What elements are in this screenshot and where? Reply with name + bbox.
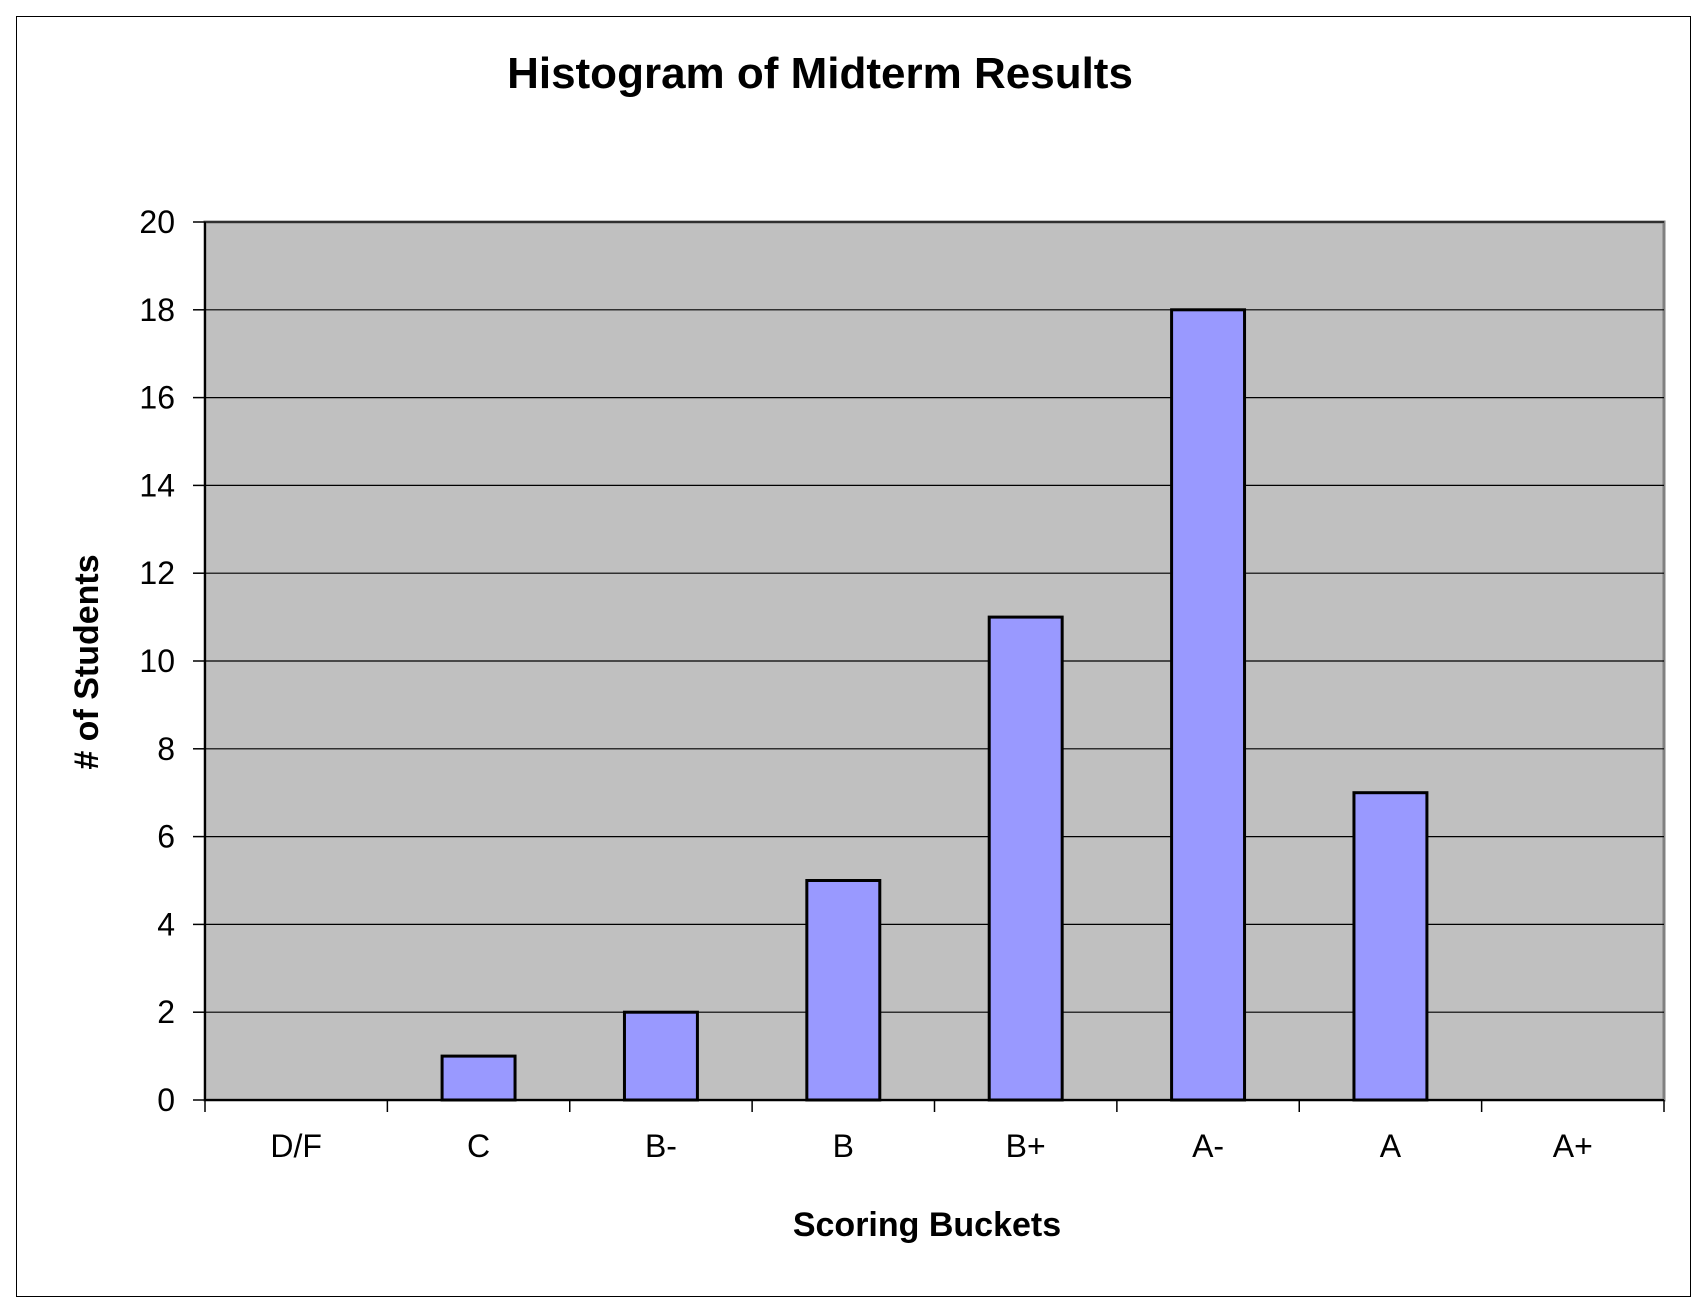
y-tick-label: 12: [139, 555, 175, 591]
bar-A-: [1170, 308, 1247, 1102]
x-tick-labels: D/F C B- B B+ A- A A+: [270, 1128, 1592, 1164]
y-tick-labels: 0 2 4 6 8 10 12 14 16 18 20: [139, 204, 175, 1118]
x-tick-label: B-: [645, 1128, 677, 1164]
y-tick-label: 16: [139, 380, 175, 416]
y-axis-title: # of Students: [68, 554, 106, 769]
bar-C: [440, 1054, 517, 1102]
y-tick-label: 8: [157, 731, 175, 767]
x-tick-label: A-: [1192, 1128, 1224, 1164]
y-tick-label: 20: [139, 204, 175, 240]
x-tick-label: D/F: [270, 1128, 322, 1164]
x-tick-label: A: [1380, 1128, 1402, 1164]
x-tick-label: B+: [1006, 1128, 1046, 1164]
y-tick-label: 2: [157, 994, 175, 1030]
y-tick-label: 14: [139, 467, 175, 503]
bar-B: [805, 879, 882, 1102]
y-tick-label: 0: [157, 1082, 175, 1118]
y-tick-label: 18: [139, 292, 175, 328]
y-tick-label: 10: [139, 643, 175, 679]
x-tick-label: A+: [1553, 1128, 1593, 1164]
y-tick-label: 4: [157, 906, 175, 942]
bar-A: [1352, 791, 1429, 1102]
axes: [193, 221, 1665, 1112]
gridlines: [205, 221, 1664, 1013]
x-tick-label: B: [833, 1128, 854, 1164]
x-tick-label: C: [467, 1128, 490, 1164]
chart-title: Histogram of Midterm Results: [507, 49, 1133, 98]
bar-B+: [987, 615, 1064, 1102]
x-axis-title: Scoring Buckets: [793, 1206, 1061, 1244]
y-tick-label: 6: [157, 819, 175, 855]
bar-B-: [622, 1010, 699, 1102]
